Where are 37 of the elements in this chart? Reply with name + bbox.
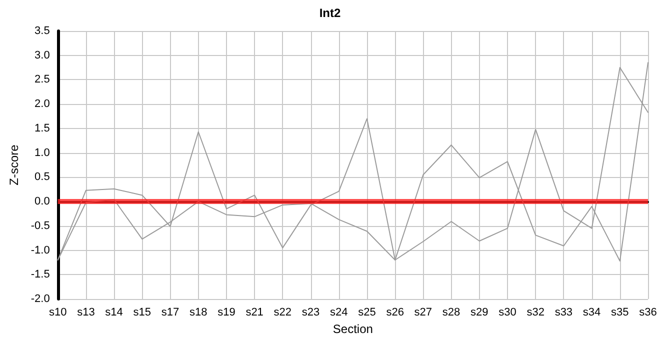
y-tick-label: 1.0 [34,146,50,159]
x-tick-label: s25 [358,306,376,318]
x-tick-label: s18 [189,306,208,318]
y-tick-label: 2.5 [34,74,50,86]
y-axis-title: Z-score [7,144,21,186]
x-tick-label: s26 [386,306,404,318]
x-tick-label: s17 [161,306,180,318]
x-tick-label: s24 [330,306,348,318]
x-tick-label: s30 [498,306,516,318]
x-tick-label: s27 [414,306,432,318]
x-tick-label: s28 [442,306,460,318]
y-tick-label: 2.0 [34,98,50,110]
y-tick-label: 0.0 [34,196,50,208]
y-tick-label: 1.5 [34,122,50,134]
x-tick-label: s36 [639,306,657,318]
y-tick-label: -1.5 [30,268,50,281]
x-tick-label: s35 [611,306,629,318]
y-tick-label: -0.5 [30,220,50,232]
x-tick-label: s29 [470,306,488,318]
x-tick-label: s10 [48,306,67,318]
x-tick-label: s14 [105,306,123,318]
y-tick-label: 3.0 [34,49,50,62]
x-tick-label: s22 [274,306,292,318]
x-tick-label: s21 [246,306,264,318]
y-tick-label: 3.5 [34,25,50,37]
x-tick-label: s33 [554,306,573,318]
x-tick-label: s13 [77,306,95,318]
x-axis-title: Section [332,322,373,336]
x-tick-label: s23 [302,306,320,318]
x-tick-label: s19 [218,306,236,318]
y-tick-label: -1.0 [30,244,50,256]
x-tick-label: s15 [133,306,152,318]
y-tick-label: 0.5 [34,171,50,184]
x-tick-label: s34 [582,306,601,318]
y-tick-label: -2.0 [30,293,50,305]
x-tick-label: s32 [526,306,544,318]
chart-title: Int2 [319,6,341,20]
